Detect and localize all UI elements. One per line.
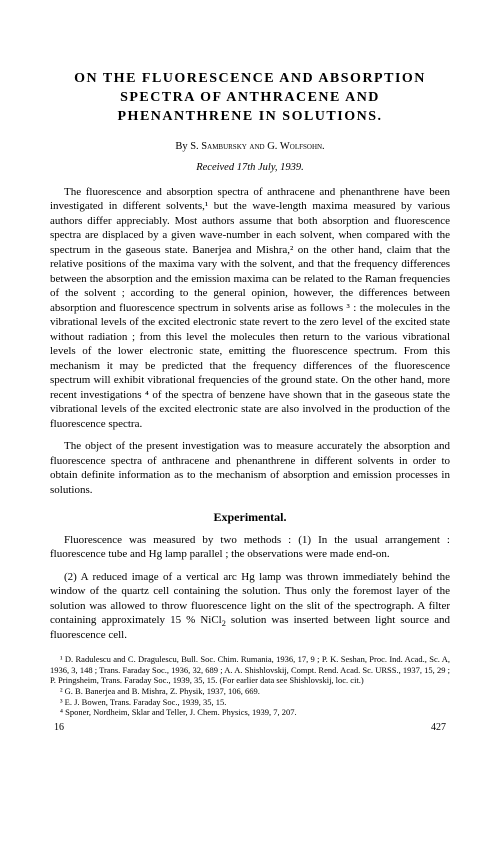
page: ON THE FLUORESCENCE AND ABSORPTION SPECT…	[0, 0, 500, 763]
page-footer: 16 427	[50, 722, 450, 733]
received-date: Received 17th July, 1939.	[50, 162, 450, 173]
authors-line: By S. Sambursky and G. Wolfsohn.	[50, 141, 450, 152]
authors-prefix: By	[175, 141, 190, 152]
footnotes-block: ¹ D. Radulescu and C. Dragulescu, Bull. …	[50, 654, 450, 718]
section-experimental: Experimental.	[50, 510, 450, 525]
footnote-4: ⁴ Sponer, Nordheim, Sklar and Teller, J.…	[50, 707, 450, 718]
paragraph-1: The fluorescence and absorption spectra …	[50, 185, 450, 432]
footer-right: 427	[431, 722, 446, 733]
authors-names: S. Sambursky and G. Wolfsohn.	[190, 141, 324, 152]
paragraph-3: Fluorescence was measured by two methods…	[50, 533, 450, 562]
article-title: ON THE FLUORESCENCE AND ABSORPTION SPECT…	[50, 70, 450, 127]
footer-left: 16	[54, 722, 64, 733]
footnote-2: ² G. B. Banerjea and B. Mishra, Z. Physi…	[50, 686, 450, 697]
footnote-1: ¹ D. Radulescu and C. Dragulescu, Bull. …	[50, 654, 450, 686]
paragraph-4: (2) A reduced image of a vertical arc Hg…	[50, 570, 450, 643]
footnote-3: ³ E. J. Bowen, Trans. Faraday Soc., 1939…	[50, 697, 450, 708]
paragraph-2: The object of the present investigation …	[50, 439, 450, 497]
